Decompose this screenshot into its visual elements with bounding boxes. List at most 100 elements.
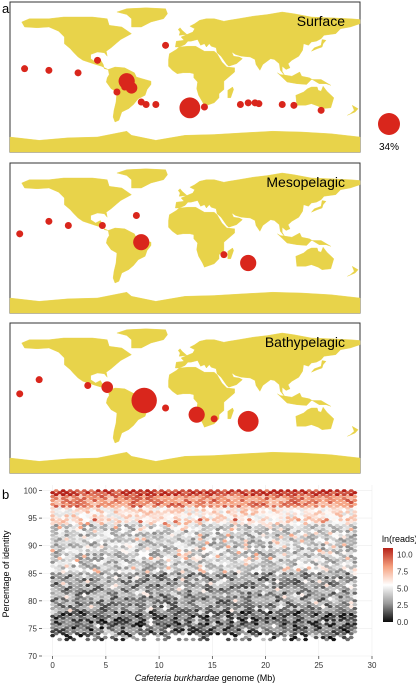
hexbin-cell (211, 599, 217, 603)
hexbin-cell (155, 556, 161, 560)
hexbin-cell (341, 608, 347, 613)
hexbin-cell (320, 635, 326, 640)
hexbin-cell (243, 581, 249, 586)
hexbin-cell (99, 556, 105, 560)
hexbin-cell (113, 525, 119, 530)
hexbin-cell (166, 512, 172, 516)
hexbin-cell (99, 576, 105, 580)
size-legend-label: 34% (379, 142, 399, 153)
hexbin-cell (169, 607, 175, 611)
hexbin-cell (106, 599, 112, 603)
hexbin-cell (211, 587, 217, 591)
hexbin-cell (295, 614, 302, 618)
hexbin-cell (204, 618, 210, 622)
hexbin-cell (208, 566, 214, 570)
hexbin-cell (250, 554, 256, 558)
hexbin-cell (208, 605, 214, 609)
land-indonesia (277, 71, 331, 86)
hexbin-cell (134, 541, 140, 545)
hexbin-cell (274, 587, 281, 591)
hexbin-cell (320, 527, 326, 531)
hexbin-cell (197, 591, 203, 595)
hexbin-cell (246, 529, 252, 533)
hexbin-cell (64, 498, 70, 502)
hexbin-cell (327, 508, 333, 512)
hexbin-cell (218, 599, 224, 603)
hexbin-cell (204, 591, 210, 595)
hexbin-cell (320, 585, 326, 589)
hexbin-cell (310, 491, 316, 495)
hexbin-cell (183, 568, 189, 572)
hexbin-cell (176, 591, 182, 595)
hexbin-cell (190, 545, 196, 549)
hexbin-cell (151, 558, 158, 562)
hexbin-cell (246, 630, 252, 634)
hexbin-cell (208, 547, 214, 551)
hexbin-cell (88, 581, 94, 586)
hexbin-cell (215, 574, 221, 578)
hexbin-cell (352, 518, 358, 522)
hexbin-cell (95, 574, 101, 578)
hexbin-cell (176, 572, 182, 576)
hexbin-cell (320, 608, 326, 613)
hexbin-cell (180, 578, 186, 582)
hexbin-cell (225, 587, 231, 591)
hexbin-cell (225, 549, 231, 553)
hexbin-cell (53, 628, 59, 632)
hexbin-cell (338, 502, 344, 506)
hexbin-cell (288, 522, 295, 526)
hexbin-cell (88, 520, 94, 524)
hexbin-cell (257, 581, 263, 586)
hexbin-cell (281, 545, 288, 549)
hexbin-cell (67, 554, 73, 558)
hexbin-cell (134, 549, 140, 553)
hexbin-cell (201, 547, 207, 551)
hexbin-cell (331, 537, 337, 541)
hexbin-cell (218, 498, 224, 502)
hexbin-cell (320, 539, 326, 543)
hexbin-cell (130, 523, 136, 528)
hexbin-cell (267, 510, 273, 514)
hexbin-cell (141, 607, 147, 611)
hexbin-cell (81, 597, 87, 601)
hexbin-cell (306, 620, 312, 624)
hexbin-cell (352, 614, 358, 618)
hexbin-cell (116, 493, 122, 497)
hexbin-cell (306, 489, 312, 493)
hexbin-cell (166, 551, 172, 555)
hexbin-cell (120, 626, 126, 630)
hexbin-cell (134, 579, 140, 584)
hexbin-cell (243, 624, 249, 628)
hexbin-cell (243, 520, 249, 524)
hexbin-cell (176, 618, 182, 622)
hexbin-cell (285, 554, 291, 558)
hexbin-cell (123, 554, 129, 558)
hexbin-cell (345, 498, 351, 502)
hexbin-cell (239, 622, 245, 626)
hexbin-cell (278, 597, 284, 601)
hexbin-cell (310, 495, 316, 499)
hexbin-cell (334, 578, 340, 582)
hexbin-cell (148, 552, 154, 557)
hexbin-cell (271, 535, 277, 539)
hexbin-cell (306, 508, 312, 512)
hexbin-cell (155, 626, 161, 630)
hexbin-cell (264, 547, 270, 551)
hexbin-cell (201, 543, 207, 547)
hexbin-cell (169, 626, 175, 630)
hexbin-cell (187, 504, 193, 508)
hexbin-cell (204, 556, 210, 560)
hexbin-cell (306, 612, 312, 616)
hexbin-cell (162, 560, 168, 564)
hexbin-cell (218, 622, 224, 626)
hexbin-cell (317, 614, 323, 618)
hexbin-cell (78, 537, 84, 541)
hexbin-cell (278, 566, 284, 570)
hexbin-cell (137, 535, 144, 539)
hexbin-cell (303, 502, 309, 506)
hexbin-cell (264, 543, 270, 547)
hexbin-cell (278, 605, 284, 609)
hexbin-cell (215, 589, 221, 593)
hexbin-cell (295, 579, 302, 584)
x-tick-label: 25 (314, 661, 323, 670)
